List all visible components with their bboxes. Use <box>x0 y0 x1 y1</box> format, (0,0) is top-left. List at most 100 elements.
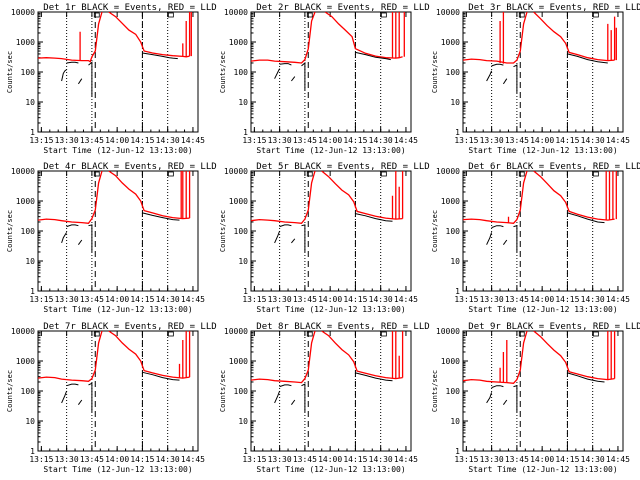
lld-series-line <box>38 12 103 63</box>
y-axis-label: Counts/sec <box>219 51 227 93</box>
x-tick-label: 13:30 <box>268 136 292 145</box>
x-tick-label: 14:45 <box>181 455 205 464</box>
detector-panel: Det 8r BLACK = Events, RED = LLD 1 10 100 10… <box>219 322 430 474</box>
y-tick-label: 10000 <box>224 8 248 17</box>
events-series-line <box>274 230 281 244</box>
x-tick-label: 14:15 <box>130 295 154 304</box>
y-tick-label: 100 <box>21 68 36 77</box>
x-tick-label: 13:30 <box>55 455 79 464</box>
x-tick-label: 14:30 <box>581 455 605 464</box>
y-tick-label: 1000 <box>229 197 248 206</box>
x-axis-label: Start Time (12-Jun-12 13:13:00) <box>468 465 617 474</box>
events-series-line <box>486 70 493 82</box>
events-series-line <box>567 372 605 383</box>
x-tick-label: 14:15 <box>555 455 579 464</box>
y-tick-label: 1 <box>455 287 460 296</box>
events-series-line <box>301 224 306 252</box>
x-tick-label: 13:45 <box>293 136 317 145</box>
plot-area <box>463 12 617 132</box>
x-tick-label: 13:30 <box>55 295 79 304</box>
x-tick-label: 14:30 <box>369 455 393 464</box>
detector-panel: Det 4r BLACK = Events, RED = LLD 1 10 100 10… <box>6 162 217 314</box>
y-tick-label: 1000 <box>441 197 460 206</box>
x-tick-label: 14:30 <box>156 455 180 464</box>
lld-series-line <box>321 331 403 380</box>
events-series-line <box>491 63 504 67</box>
state-marker <box>380 12 387 18</box>
panel-title: Det 2r BLACK = Events, RED = LLD <box>256 3 429 13</box>
events-series-line <box>61 69 67 82</box>
x-tick-label: 14:15 <box>343 455 367 464</box>
y-tick-label: 10 <box>238 417 248 426</box>
state-marker <box>93 12 100 18</box>
x-tick-label: 13:45 <box>293 295 317 304</box>
y-tick-label: 1000 <box>229 357 248 366</box>
y-tick-label: 1 <box>455 128 460 137</box>
events-series-line <box>274 390 281 404</box>
plot-area <box>463 171 617 291</box>
x-tick-label: 13:15 <box>242 295 266 304</box>
state-marker <box>518 171 525 177</box>
lld-series-line <box>533 331 615 381</box>
x-tick-label: 14:00 <box>105 455 129 464</box>
plot-area <box>463 331 616 451</box>
events-series-line <box>61 390 68 404</box>
state-marker <box>518 12 525 18</box>
x-tick-label: 14:00 <box>105 136 129 145</box>
events-series-line <box>486 392 493 404</box>
lld-series-line <box>38 171 103 224</box>
x-tick-label: 13:15 <box>454 136 478 145</box>
events-series-line <box>279 384 292 388</box>
events-series-line <box>491 225 504 229</box>
x-axis-label: Start Time (12-Jun-12 13:13:00) <box>43 305 192 314</box>
plot-area <box>38 12 192 132</box>
events-series-line <box>567 53 608 64</box>
x-axis-label: Start Time (12-Jun-12 13:13:00) <box>256 146 405 155</box>
events-series-line <box>77 78 83 85</box>
x-tick-label: 13:30 <box>480 295 504 304</box>
state-marker <box>518 331 525 337</box>
x-tick-label: 14:30 <box>156 136 180 145</box>
y-tick-label: 10 <box>450 417 460 426</box>
events-series-line <box>61 232 68 244</box>
y-axis-label: Counts/sec <box>219 370 227 412</box>
events-series-line <box>486 232 493 245</box>
x-tick-label: 14:45 <box>606 295 630 304</box>
events-series-line <box>77 239 83 245</box>
events-series-line <box>567 212 605 224</box>
lld-series-line <box>463 12 528 64</box>
y-tick-label: 10000 <box>436 327 460 336</box>
detector-panel: Det 1r BLACK = Events, RED = LLD 1 10 100 10… <box>6 3 217 155</box>
events-series-line <box>274 68 281 79</box>
y-axis-label: Counts/sec <box>6 51 14 93</box>
plot-area <box>251 171 404 291</box>
lld-series-line <box>38 331 103 382</box>
x-tick-label: 13:30 <box>480 455 504 464</box>
y-tick-label: 1000 <box>441 357 460 366</box>
x-tick-label: 14:30 <box>369 295 393 304</box>
y-tick-label: 100 <box>234 227 249 236</box>
state-marker <box>306 12 313 18</box>
x-tick-label: 14:30 <box>581 136 605 145</box>
state-marker <box>167 171 174 177</box>
y-axis-label: Counts/sec <box>219 210 227 252</box>
detector-panel: Det 2r BLACK = Events, RED = LLD 1 10 100 10… <box>219 3 430 155</box>
events-series-line <box>355 51 391 61</box>
y-axis-label: Counts/sec <box>6 210 14 252</box>
state-marker <box>380 331 387 337</box>
events-series-line <box>88 61 93 97</box>
plot-area <box>38 331 191 451</box>
panel-title: Det 7r BLACK = Events, RED = LLD <box>43 322 216 332</box>
y-tick-label: 100 <box>21 227 36 236</box>
detector-panel: Det 3r BLACK = Events, RED = LLD 1 10 100 10… <box>431 3 640 155</box>
events-series-line <box>502 399 508 405</box>
x-tick-label: 14:00 <box>318 136 342 145</box>
events-series-line <box>88 382 93 412</box>
events-series-line <box>291 76 296 82</box>
y-tick-label: 10 <box>450 98 460 107</box>
events-series-line <box>142 212 180 221</box>
detector-panel: Det 6r BLACK = Events, RED = LLD 1 10 100 10… <box>431 162 640 314</box>
y-tick-label: 1 <box>30 447 35 456</box>
y-tick-label: 10000 <box>436 8 460 17</box>
